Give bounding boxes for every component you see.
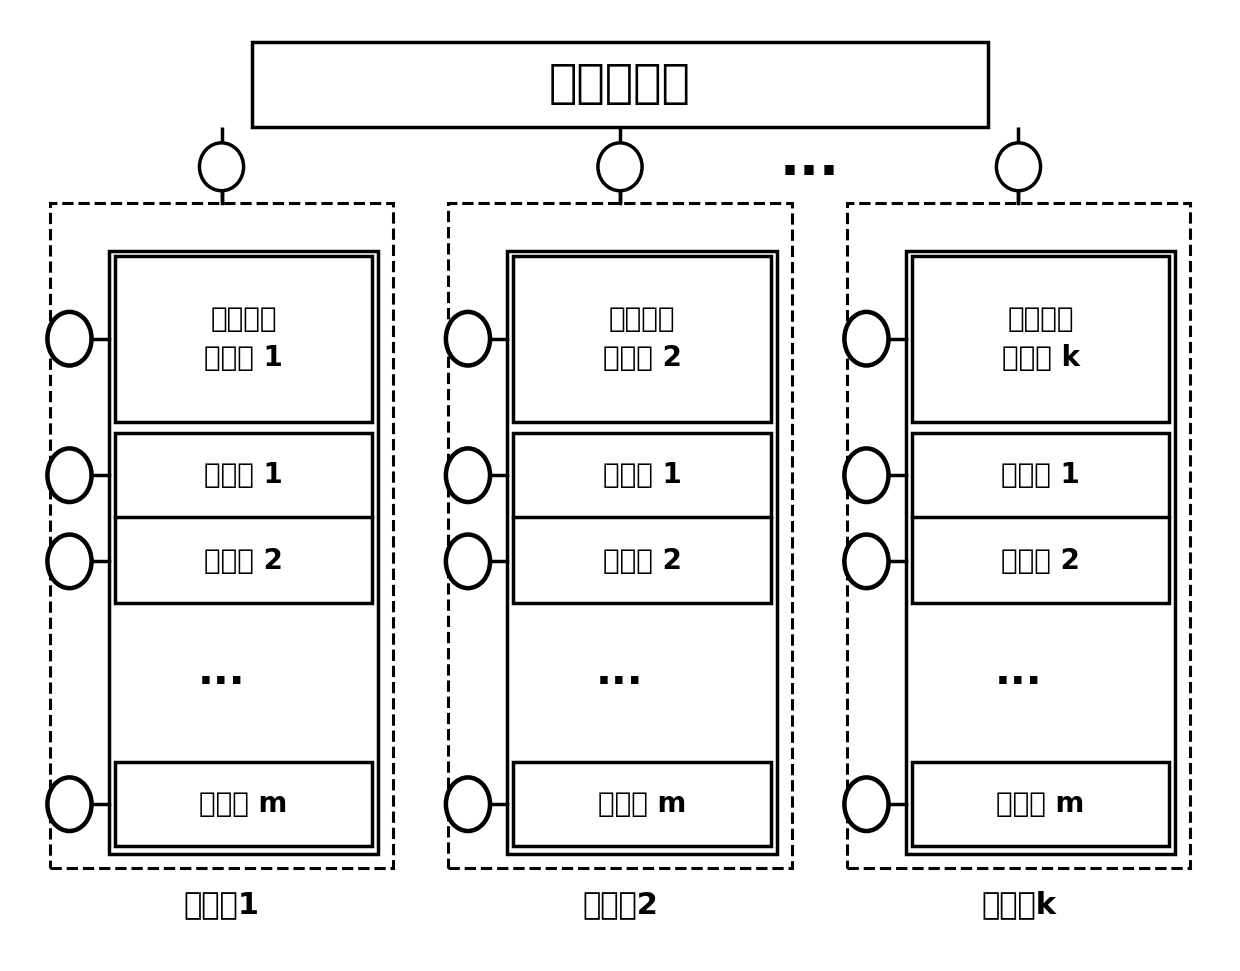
Bar — [115, 762, 372, 847]
Text: 服务器 m: 服务器 m — [997, 790, 1085, 819]
Ellipse shape — [47, 778, 92, 831]
Text: 无源光分
配节点 k: 无源光分 配节点 k — [1002, 305, 1080, 372]
Ellipse shape — [844, 312, 889, 365]
Bar — [513, 762, 771, 847]
Text: 服务器 2: 服务器 2 — [205, 548, 283, 576]
Text: ···: ··· — [197, 662, 246, 704]
Bar — [50, 203, 393, 868]
Text: 服务器 2: 服务器 2 — [1001, 548, 1080, 576]
Bar — [513, 433, 771, 603]
Bar — [911, 762, 1169, 847]
Ellipse shape — [446, 535, 490, 588]
Text: ···: ··· — [994, 662, 1043, 704]
Ellipse shape — [47, 312, 92, 365]
Ellipse shape — [446, 312, 490, 365]
Text: 服务器 1: 服务器 1 — [603, 461, 682, 489]
Bar — [847, 203, 1190, 868]
Ellipse shape — [446, 778, 490, 831]
Bar — [449, 203, 791, 868]
Ellipse shape — [844, 449, 889, 502]
Bar — [513, 255, 771, 421]
Text: 无源光分
配节点 2: 无源光分 配节点 2 — [603, 305, 682, 372]
Ellipse shape — [446, 449, 490, 502]
Text: 服务器 m: 服务器 m — [598, 790, 686, 819]
Bar — [911, 433, 1169, 603]
Ellipse shape — [200, 143, 243, 190]
Text: 服务器 2: 服务器 2 — [603, 548, 682, 576]
Ellipse shape — [47, 535, 92, 588]
Text: 服务器 1: 服务器 1 — [205, 461, 283, 489]
Ellipse shape — [47, 449, 92, 502]
Bar — [115, 255, 372, 421]
Text: 簇间交换机: 簇间交换机 — [549, 62, 691, 107]
Text: 服务器 m: 服务器 m — [200, 790, 288, 819]
Bar — [911, 255, 1169, 421]
Text: 计算簇1: 计算簇1 — [184, 890, 259, 920]
Ellipse shape — [844, 535, 889, 588]
Text: 计算簇k: 计算簇k — [981, 890, 1056, 920]
Ellipse shape — [598, 143, 642, 190]
Text: 计算簇2: 计算簇2 — [582, 890, 658, 920]
Bar — [109, 251, 378, 854]
Text: 服务器 1: 服务器 1 — [1001, 461, 1080, 489]
Bar — [507, 251, 777, 854]
Bar — [252, 43, 988, 126]
Text: 无源光分
配节点 1: 无源光分 配节点 1 — [205, 305, 283, 372]
Ellipse shape — [997, 143, 1040, 190]
Ellipse shape — [844, 778, 889, 831]
Bar — [905, 251, 1176, 854]
Text: ···: ··· — [596, 662, 644, 704]
Bar — [115, 433, 372, 603]
Text: ···: ··· — [780, 149, 839, 200]
